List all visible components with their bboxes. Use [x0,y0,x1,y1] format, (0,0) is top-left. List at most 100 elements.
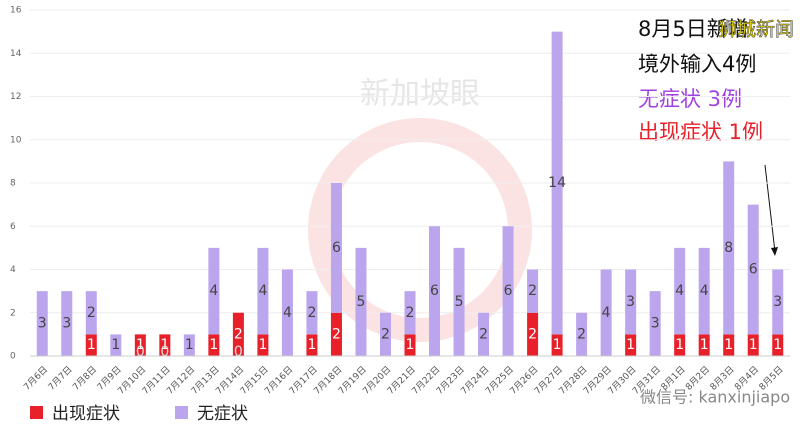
data-label: 3 [38,316,47,332]
data-label: 2 [87,305,96,321]
bar-segment [159,334,171,356]
data-label: 1 [626,337,635,353]
legend-swatch [175,406,188,419]
bar-segment [502,226,514,356]
bar-segment [379,312,391,356]
data-label: 1 [209,337,218,353]
bar-segment [208,247,220,335]
data-label: 5 [455,294,464,310]
bar-segment [723,334,735,356]
data-label: 1 [773,337,782,353]
bar-segment [698,334,710,356]
legend-label: 无症状 [197,404,248,424]
data-label: 6 [504,283,513,299]
watermark-logo [308,118,532,342]
data-label: 2 [528,326,537,342]
bar-segment [330,183,342,313]
y-tick-label: 10 [10,135,22,145]
data-label: 1 [749,337,758,353]
bar-segment [551,31,563,335]
data-label: 1 [406,337,415,353]
bar-segment [110,334,122,356]
overlay: 狮城新闻 [718,19,794,41]
bar-segment [600,269,612,356]
bar-segment [453,247,465,356]
data-label: 4 [258,283,267,299]
data-label: 2 [479,326,488,342]
bar-segment [208,334,220,356]
data-label: 6 [332,240,341,256]
annotation: 无症状 3例 [638,87,742,111]
data-label: 6 [749,262,758,278]
data-label: 3 [62,316,71,332]
data-label: 2 [528,283,537,299]
bar-segment [306,291,318,335]
bar-segment [625,334,637,356]
y-tick-label: 0 [10,352,16,362]
bar-segment [674,334,686,356]
bar-segment [429,226,441,356]
bar-segment [306,334,318,356]
data-label: 1 [675,337,684,353]
bar-segment [747,334,759,356]
data-label: 4 [675,283,684,299]
bar-segment [478,312,490,356]
data-label: 5 [357,294,366,310]
bar-segment [747,204,759,335]
bar-segment [330,312,342,356]
data-label: 1 [258,337,267,353]
bar-segment [183,334,195,356]
watermark: 新加坡眼 [360,77,480,112]
data-label: 3 [651,316,660,332]
annotation: 8月5日新增 [638,17,749,41]
data-label: 4 [700,283,709,299]
data-label: 2 [381,326,390,342]
data-label: 1 [87,337,96,353]
data-label: 1 [160,337,169,353]
data-label: 8 [724,240,733,256]
bar-segment [576,312,588,356]
bar-segment [723,161,735,335]
bar-segment [772,334,784,356]
data-label: 1 [700,337,709,353]
bar-segment [134,334,146,356]
bar-segment [674,247,686,335]
bar-segment [527,269,539,313]
bar-segment [257,334,269,356]
data-label: 14 [548,175,566,191]
annotation: 境外输入4例 [638,52,756,76]
x-tick-label: 7月6日 [22,364,51,393]
data-label: 3 [773,294,782,310]
arrow-head [771,247,778,256]
data-label: 2 [577,326,586,342]
legend-label: 出现症状 [52,404,120,424]
data-label: 3 [626,294,635,310]
data-label: 1 [307,337,316,353]
legend-swatch [30,406,43,419]
data-label: 2 [332,326,341,342]
y-tick-label: 2 [10,308,16,318]
data-label: 2 [406,305,415,321]
source: 微信号: kanxinjiapo [640,388,790,407]
bar-segment [355,247,367,356]
y-tick-label: 6 [10,222,16,232]
bar-segment [257,247,269,335]
y-tick-label: 16 [10,6,22,16]
data-label: 0 [234,344,243,360]
bar-segment [772,269,784,335]
data-label: 6 [430,283,439,299]
y-tick-label: 12 [10,92,21,102]
data-label: 2 [234,326,243,342]
data-label: 1 [724,337,733,353]
data-label: 1 [185,337,194,353]
data-label: 4 [209,283,218,299]
data-label: 0 [160,344,169,360]
bar-segment [404,334,416,356]
y-tick-label: 8 [10,179,16,189]
y-tick-label: 14 [10,49,22,59]
data-label: 1 [111,337,120,353]
annotation: 出现症状 1例 [638,120,763,144]
data-label: 4 [283,305,292,321]
x-tick-label: 7月7日 [46,364,75,393]
